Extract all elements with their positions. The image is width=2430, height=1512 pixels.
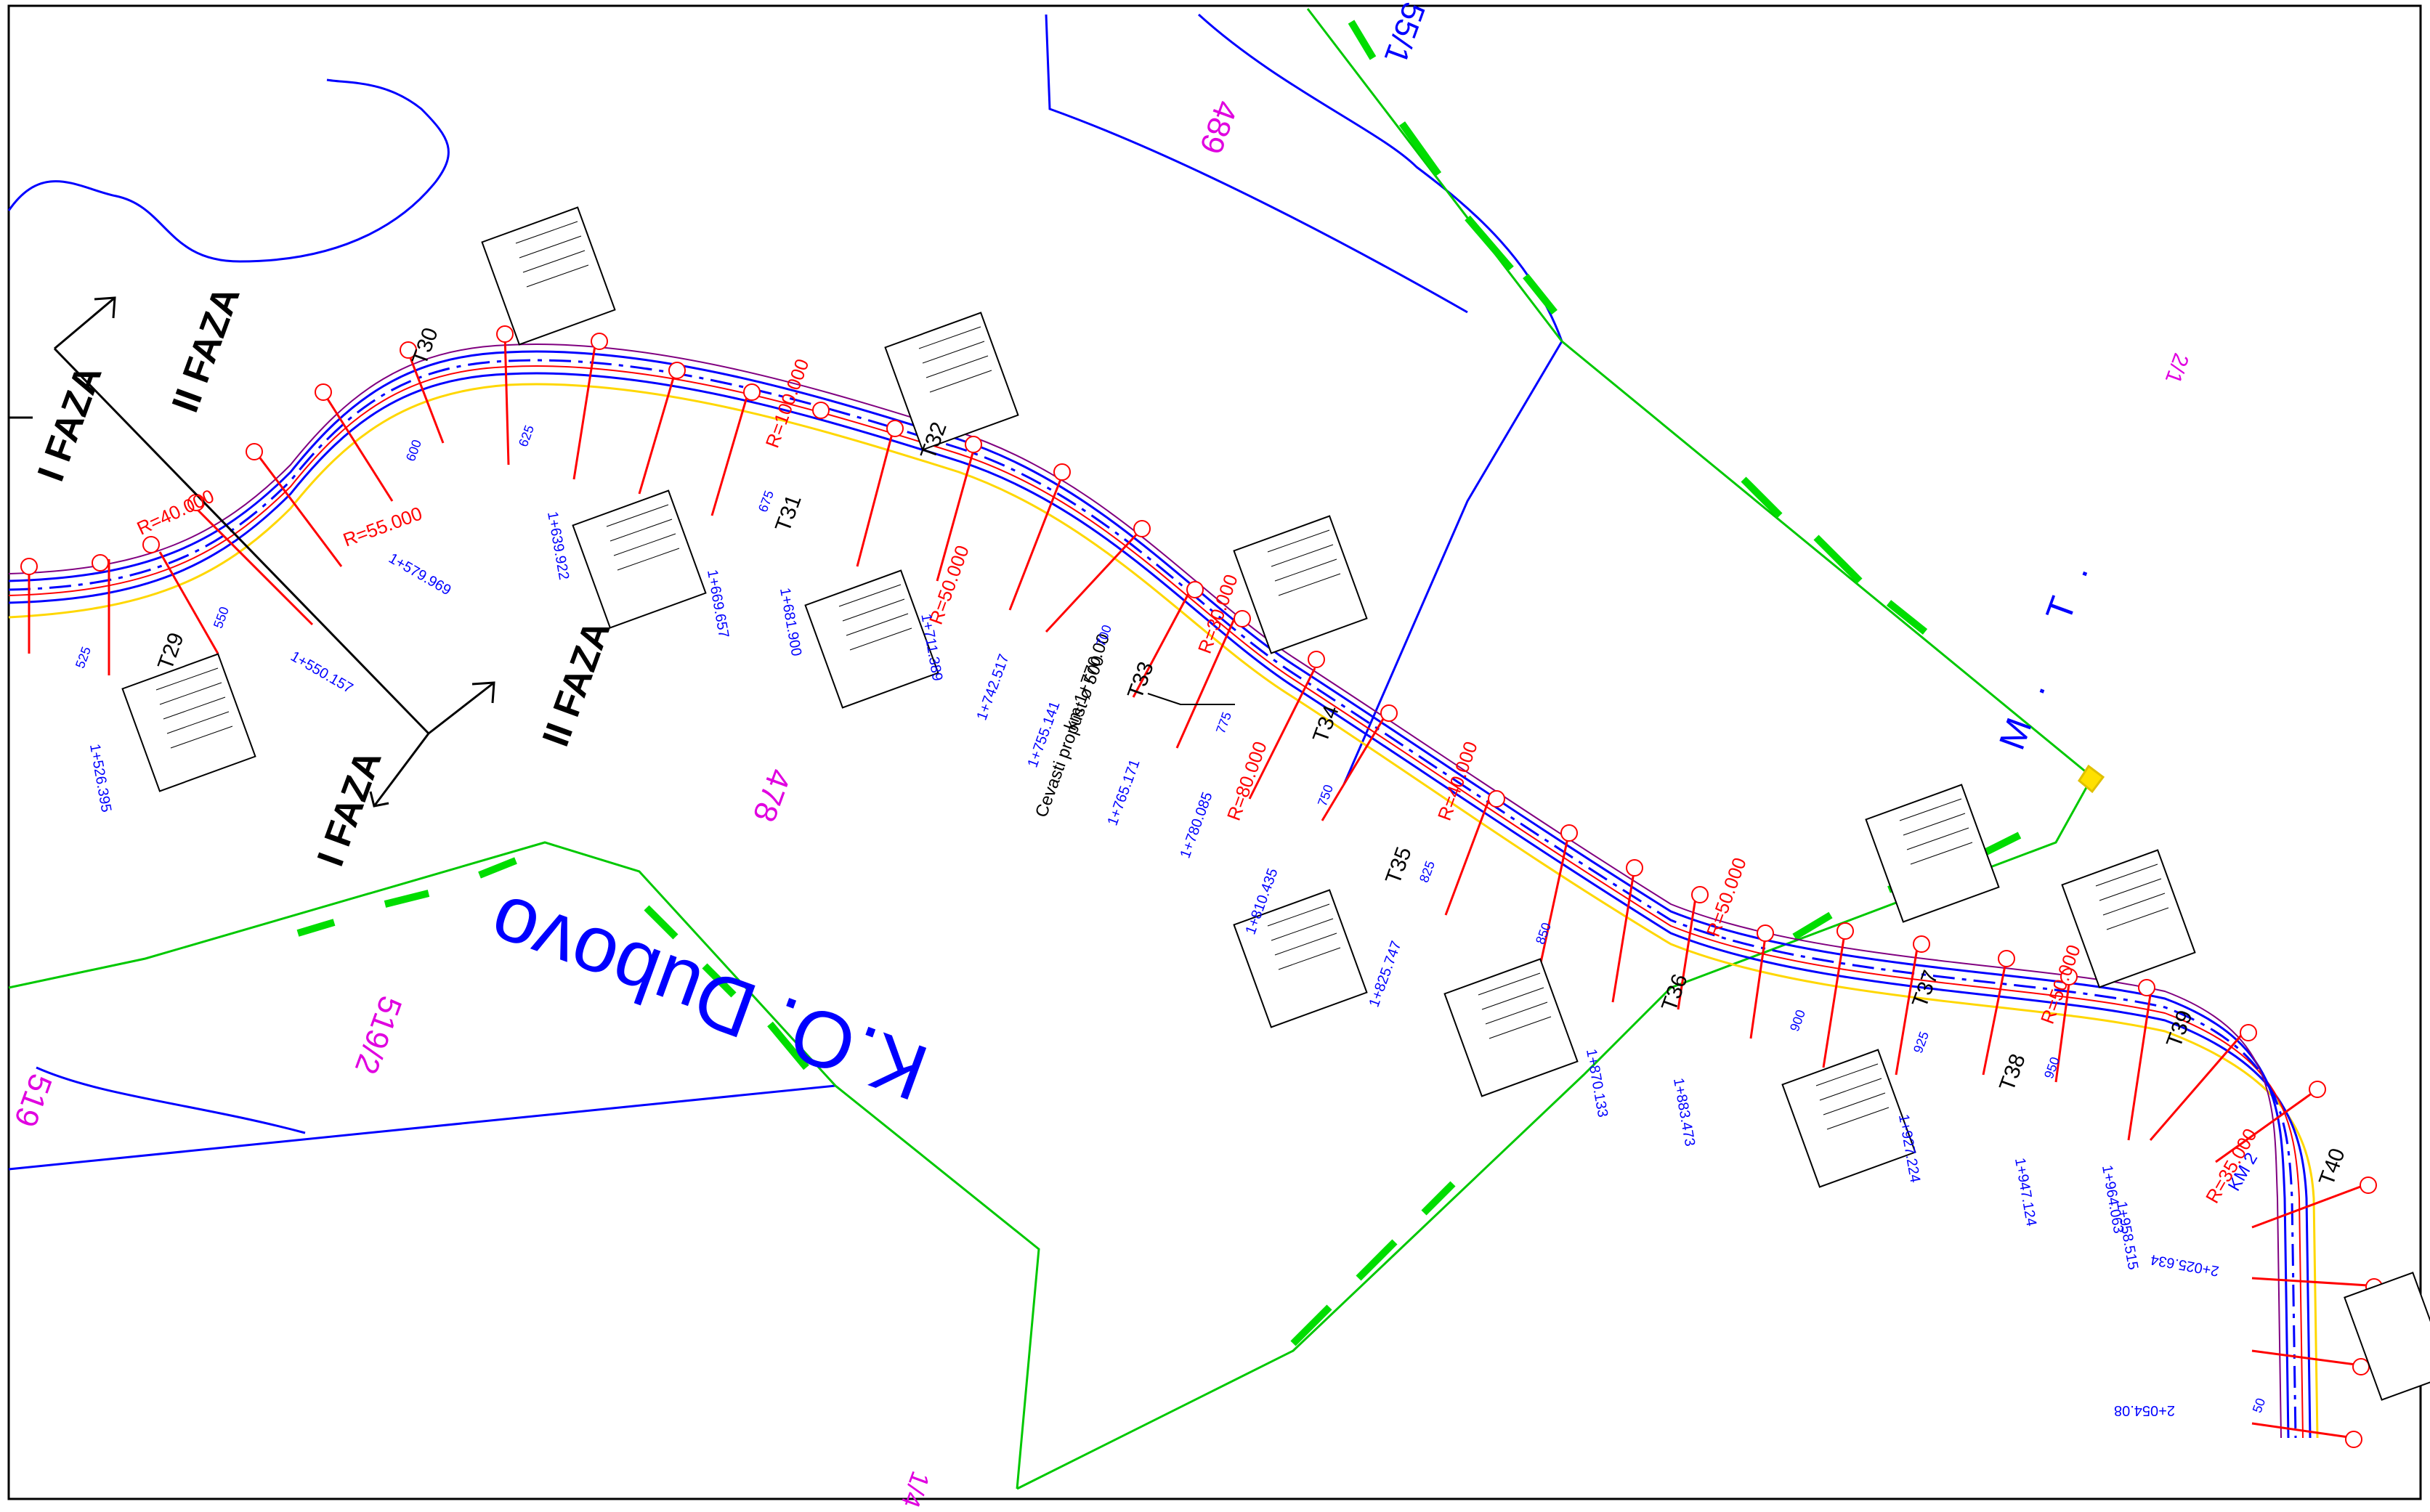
culvert-leader [1147,693,1235,705]
chainage-label: 2+054.08 [2114,1402,2175,1418]
parcel-boundaries [7,13,1563,1171]
vertex-callouts [121,206,2430,1401]
zone-dashes [296,20,2022,1346]
station-markers [20,325,2383,1448]
survey-point-icon [2078,764,2105,794]
drawing-frame [7,4,2422,1500]
cross-section-lines [28,333,2369,1439]
zone-boundaries [8,8,2094,1490]
phase-boundary [9,296,495,808]
callout-text-lines [155,221,2169,1130]
